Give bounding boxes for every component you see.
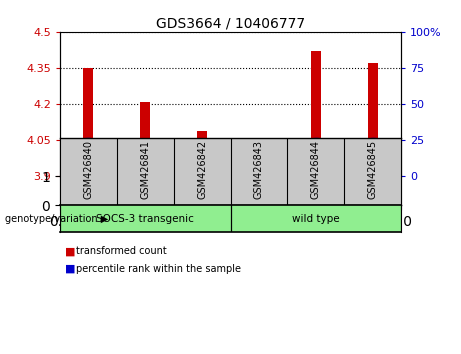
Text: percentile rank within the sample: percentile rank within the sample — [76, 264, 241, 274]
Title: GDS3664 / 10406777: GDS3664 / 10406777 — [156, 17, 305, 31]
Text: GSM426844: GSM426844 — [311, 140, 321, 199]
Text: GSM426845: GSM426845 — [367, 140, 378, 199]
Text: ■: ■ — [65, 246, 75, 256]
Bar — [367, 63, 378, 176]
Text: ■: ■ — [65, 264, 75, 274]
Bar — [311, 51, 321, 176]
Text: GSM426840: GSM426840 — [83, 140, 94, 199]
Text: wild type: wild type — [292, 213, 340, 224]
Text: GSM426842: GSM426842 — [197, 140, 207, 199]
Text: GSM426843: GSM426843 — [254, 140, 264, 199]
Text: GSM426841: GSM426841 — [140, 140, 150, 199]
Text: genotype/variation ▶: genotype/variation ▶ — [5, 213, 108, 224]
Text: SOCS-3 transgenic: SOCS-3 transgenic — [96, 213, 194, 224]
Bar — [197, 131, 207, 176]
Text: transformed count: transformed count — [76, 246, 167, 256]
Bar — [83, 68, 94, 176]
Bar — [140, 102, 150, 176]
Bar — [254, 138, 264, 176]
